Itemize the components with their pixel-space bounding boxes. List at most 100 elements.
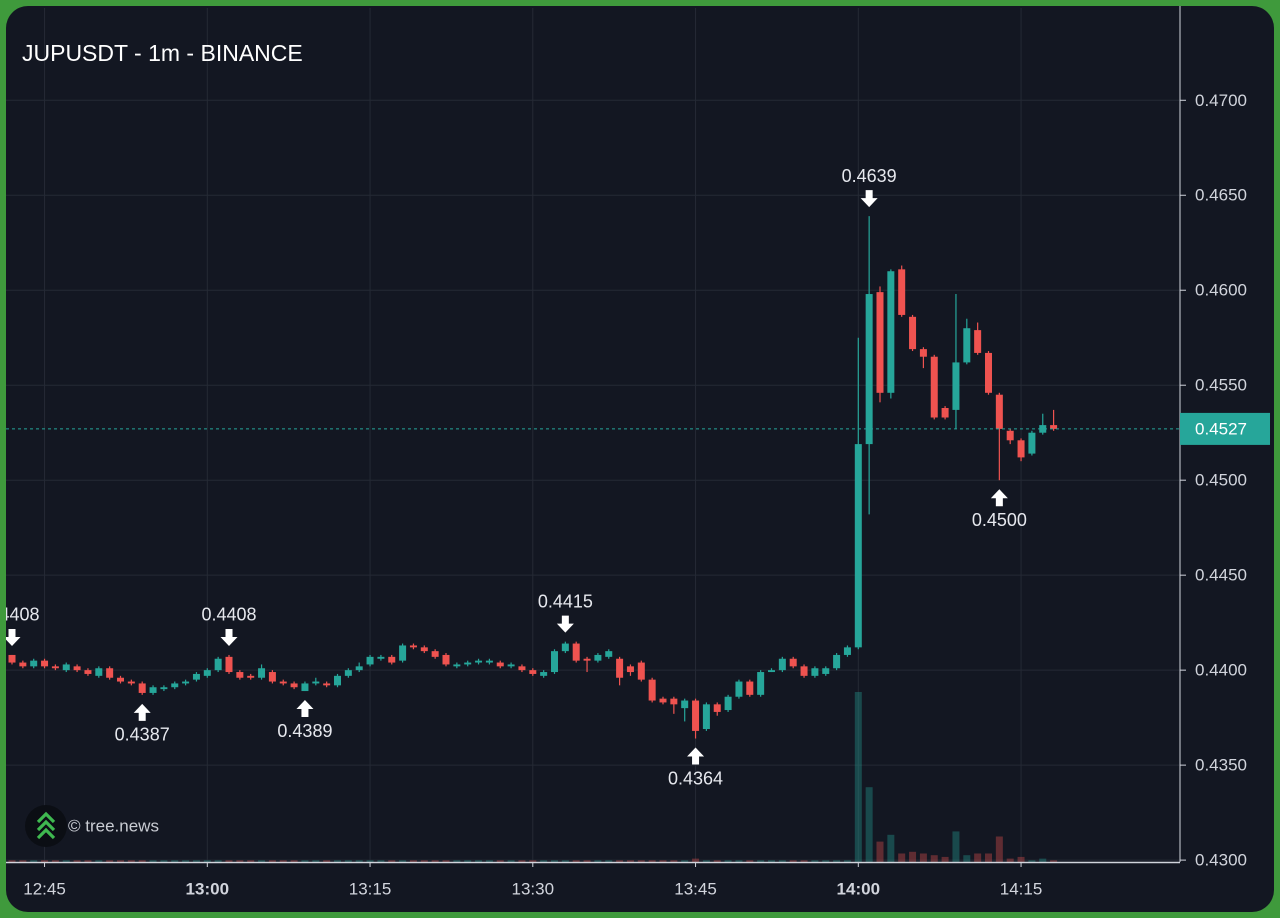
axis-layer: 0.4300 0.4350 0.4400 0.4450 0.4500 0.4550 0.46… [23, 91, 1270, 898]
low-marker [296, 700, 314, 718]
candle-body [670, 698, 678, 705]
candle-body [822, 668, 830, 674]
candle-body [388, 656, 396, 663]
y-tick-label: 0.4300 [1195, 851, 1247, 870]
candle-body [290, 683, 298, 688]
volume-layer [8, 692, 1058, 862]
candle-body [572, 643, 580, 661]
volume-bar [843, 860, 851, 862]
volume-bar [833, 860, 841, 862]
volume-bar [160, 860, 168, 862]
candle-body [637, 662, 645, 680]
volume-bar [453, 860, 461, 862]
volume-bar [138, 860, 146, 862]
y-tick-label: 0.4650 [1195, 186, 1247, 205]
candle-body [1017, 440, 1025, 458]
candle-body [225, 656, 233, 673]
last-price-box [1180, 412, 1270, 445]
high-label: 0.4408 [0, 605, 40, 625]
volume-bar [1050, 860, 1058, 862]
volume-bar [95, 860, 103, 862]
volume-bar [84, 860, 92, 862]
candle-body [713, 704, 721, 712]
candle-body [529, 670, 537, 674]
volume-bar [995, 836, 1003, 862]
volume-bar [214, 860, 222, 862]
x-tick-label: 14:00 [837, 879, 880, 898]
volume-bar [681, 860, 689, 862]
volume-bar [247, 860, 255, 862]
volume-bar [30, 860, 38, 862]
volume-bar [1039, 858, 1047, 862]
x-tick-label: 13:30 [512, 879, 555, 898]
candle-body [692, 700, 700, 731]
candle-body [51, 666, 59, 669]
candle-layer [6, 216, 1180, 739]
low-label: 0.4387 [115, 725, 170, 745]
candle-body [659, 698, 667, 703]
volume-bar [355, 860, 363, 862]
high-label: 0.4408 [201, 605, 256, 625]
volume-bar [203, 860, 211, 862]
candle-body [963, 328, 971, 363]
volume-bar [388, 860, 396, 862]
volume-bar [529, 860, 537, 862]
x-tick-label: 13:15 [349, 879, 392, 898]
candle-body [19, 662, 27, 667]
candle-body [865, 294, 873, 445]
volume-bar [464, 860, 472, 862]
candle-body [323, 683, 331, 686]
candle-body [182, 681, 190, 684]
low-marker [687, 747, 705, 765]
candle-body [583, 658, 591, 661]
candle-body [985, 352, 992, 393]
volume-bar [963, 855, 971, 862]
candle-body [138, 683, 146, 693]
candle-body [778, 658, 786, 671]
volume-bar [692, 858, 700, 862]
low-marker [990, 489, 1008, 507]
volume-bar [865, 787, 873, 862]
y-tick-label: 0.4350 [1195, 756, 1247, 775]
candle-body [496, 662, 504, 667]
volume-bar [626, 860, 634, 862]
volume-bar [746, 860, 754, 862]
volume-bar [409, 860, 417, 862]
low-label: 0.4500 [972, 510, 1027, 530]
low-label: 0.4389 [277, 721, 332, 741]
y-tick-label: 0.4400 [1195, 661, 1247, 680]
volume-bar [561, 860, 569, 862]
candle-body [420, 647, 428, 652]
candle-body [258, 668, 266, 678]
candle-body [941, 408, 949, 418]
candle-body [811, 668, 819, 676]
candle-body [919, 349, 927, 357]
volume-bar [930, 855, 938, 862]
candle-body [952, 362, 960, 410]
candle-body [833, 654, 841, 669]
candle-body [203, 670, 211, 676]
candle-body [518, 666, 526, 671]
candle-body [41, 660, 49, 667]
volume-bar [236, 860, 244, 862]
volume-bar [475, 860, 483, 862]
candle-body [442, 654, 450, 665]
candle-body [171, 683, 179, 688]
volume-bar [778, 860, 786, 862]
panel [6, 6, 1274, 912]
y-tick-label: 0.4500 [1195, 471, 1247, 490]
candle-body [876, 292, 884, 393]
high-marker [220, 628, 238, 646]
volume-bar [496, 860, 504, 862]
candle-body [62, 664, 70, 671]
volume-bar [572, 860, 580, 862]
volume-bar [106, 860, 114, 862]
volume-bar [127, 860, 135, 862]
volume-bar [898, 853, 906, 862]
x-tick-label: 14:15 [1000, 879, 1043, 898]
high-marker [6, 628, 21, 646]
candle-body [898, 269, 906, 315]
volume-bar [854, 692, 862, 862]
candle-body [854, 444, 862, 648]
